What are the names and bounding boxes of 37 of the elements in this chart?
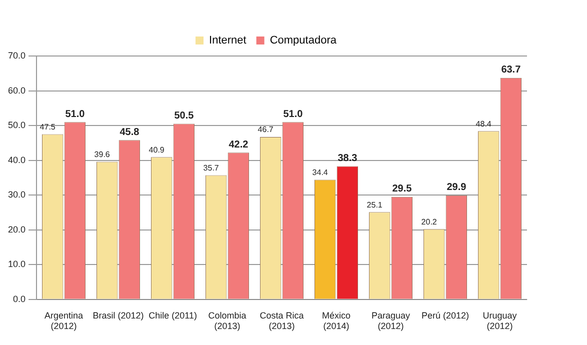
x-tick-label: Costa Rica (2013) xyxy=(260,310,304,332)
x-tick-label: Paraguay (2012) xyxy=(371,310,411,332)
x-tick-label: México (2014) xyxy=(322,310,351,332)
x-tick-label: Argentina (2012) xyxy=(44,310,84,332)
x-tick-label: Brasil (2012) xyxy=(92,310,144,320)
y-tick-label: 60.0 xyxy=(8,85,26,96)
data-label: 63.7 xyxy=(501,64,522,76)
data-label: 42.2 xyxy=(228,139,249,150)
data-label: 40.9 xyxy=(148,145,165,154)
data-label: 51.0 xyxy=(283,108,304,120)
x-tick-label: Uruguay (2012) xyxy=(482,310,518,332)
data-label: 20.2 xyxy=(421,217,438,226)
y-tick-label: 40.0 xyxy=(8,154,26,165)
data-label: 29.9 xyxy=(446,182,467,194)
data-label: 50.5 xyxy=(174,110,194,122)
data-label: 45.8 xyxy=(120,126,140,138)
data-label: 35.7 xyxy=(203,163,220,172)
data-label: 51.0 xyxy=(65,108,86,120)
x-tick-label: Chile (2011) xyxy=(148,310,197,320)
data-label: 48.4 xyxy=(476,119,492,128)
x-tick-label: Perú (2012) xyxy=(421,310,470,320)
y-tick-label: 70.0 xyxy=(8,50,26,60)
data-label: 38.3 xyxy=(338,152,358,164)
data-label: 29.5 xyxy=(392,184,412,195)
y-tick-label: 0.0 xyxy=(13,294,26,304)
data-label: 25.1 xyxy=(366,200,383,210)
data-label: 39.6 xyxy=(94,150,110,159)
y-tick-label: 30.0 xyxy=(8,190,26,200)
data-label: 47.5 xyxy=(40,122,56,132)
x-tick-label: Colombia (2013) xyxy=(208,310,246,332)
data-label: 34.4 xyxy=(312,168,328,177)
legend-label: Computadora xyxy=(270,34,338,47)
legend-label: Internet xyxy=(209,34,246,47)
y-tick-label: 50.0 xyxy=(8,120,26,130)
y-tick-label: 10.0 xyxy=(8,259,26,270)
data-label: 46.7 xyxy=(258,125,274,134)
y-tick-label: 20.0 xyxy=(8,224,26,234)
